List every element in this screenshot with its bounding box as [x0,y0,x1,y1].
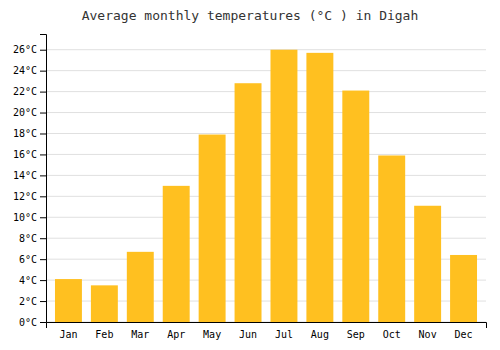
x-tick: Nov [419,329,437,340]
y-tick: 0°C [19,317,46,328]
x-tick-label: Mar [131,329,149,340]
y-tick-mark [40,196,46,197]
bar [342,91,369,322]
y-tick: 8°C [19,233,46,244]
bar [270,50,297,322]
grid-line [46,196,486,197]
y-tick: 22°C [13,86,46,97]
x-axis: Jan Feb Mar Apr May Jun Jul Aug Sep Oct Nov Dec [47,323,487,341]
y-tick-mark [40,322,46,323]
y-tick: 14°C [13,170,46,181]
x-tick: Feb [95,329,113,340]
bar [235,83,262,322]
x-tick: Jun [239,329,257,340]
grid-line [46,154,486,155]
bar [163,186,190,322]
y-tick-label: 26°C [13,44,37,55]
x-tick-label: Jun [239,329,257,340]
x-tick-label: Jan [59,329,77,340]
x-tick: Mar [131,329,149,340]
y-tick-label: 22°C [13,86,37,97]
y-tick: 16°C [13,149,46,160]
x-tick: Jan [59,329,77,340]
x-tick-label: Dec [455,329,473,340]
y-tick-mark [40,217,46,218]
x-tick-label: Nov [419,329,437,340]
plot: 0°C 2°C 4°C 6°C 8°C 10°C 12°C 14°C 16°C 18°C 20°C 2… [13,35,487,341]
y-tick: 26°C [13,44,46,55]
y-tick: 6°C [19,254,46,265]
y-tick-label: 12°C [13,191,37,202]
grid-line [46,112,486,113]
title: Average monthly temperatures (°C ) in Di… [82,8,419,23]
y-tick-label: 10°C [13,212,37,223]
y-axis-line [40,35,47,323]
y-tick-label: 24°C [13,65,37,76]
bar [127,252,154,322]
x-tick-label: Jul [275,329,293,340]
bar [414,206,441,322]
y-tick-label: 14°C [13,170,37,181]
y-tick-label: 2°C [19,296,37,307]
x-tick: Sep [347,329,365,340]
x-tick: Oct [383,329,401,340]
x-tick-label: Apr [167,329,185,340]
grid-line [46,133,486,134]
x-tick-label: Sep [347,329,365,340]
y-tick-label: 18°C [13,128,37,139]
x-tick-label: Oct [383,329,401,340]
grid [46,50,486,322]
y-tick-label: 6°C [19,254,37,265]
y-tick: 24°C [13,65,46,76]
y-tick-mark [40,71,46,72]
y-axis: 0°C 2°C 4°C 6°C 8°C 10°C 12°C 14°C 16°C 18°C 20°C 2… [13,35,47,328]
y-tick-mark [40,301,46,302]
y-tick: 12°C [13,191,46,202]
y-tick-label: 4°C [19,275,37,286]
grid-line [46,91,486,92]
y-tick-mark [40,175,46,176]
chart: Average monthly temperatures (°C ) in Di… [0,0,500,350]
y-tick-mark [40,133,46,134]
x-axis-line [47,323,487,329]
y-tick-mark [40,280,46,281]
y-tick-mark [40,92,46,93]
x-tick: Apr [167,329,185,340]
x-tick-label: May [203,329,221,340]
x-tick: Dec [455,329,473,340]
y-tick: 18°C [13,128,46,139]
grid-line [46,175,486,176]
y-tick: 10°C [13,212,46,223]
bar [450,255,477,322]
grid-line [46,49,486,50]
bars [55,50,477,322]
bar [91,285,118,322]
x-tick-label: Feb [95,329,113,340]
y-tick-label: 16°C [13,149,37,160]
bar [306,53,333,322]
x-tick-label: Aug [311,329,329,340]
y-tick-label: 0°C [19,317,37,328]
y-tick-mark [40,238,46,239]
y-tick-label: 8°C [19,233,37,244]
grid-line [46,70,486,71]
y-tick: 4°C [19,275,46,286]
y-tick-mark [40,154,46,155]
y-tick-mark [40,113,46,114]
x-tick: Aug [311,329,329,340]
y-tick: 20°C [13,107,46,118]
y-tick-mark [40,259,46,260]
y-tick: 2°C [19,296,46,307]
y-tick-label: 20°C [13,107,37,118]
x-tick: Jul [275,329,293,340]
bar [199,135,226,322]
x-tick: May [203,329,221,340]
bar [55,279,82,322]
bar [378,155,405,322]
y-tick-mark [40,50,46,51]
